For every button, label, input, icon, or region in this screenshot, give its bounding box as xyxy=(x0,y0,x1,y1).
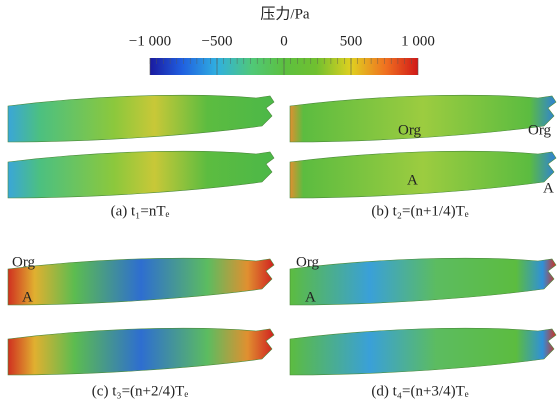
panel-label: A xyxy=(22,289,33,305)
panel-caption: (a) t₁=nTₑ xyxy=(111,203,170,219)
panel-caption: (c) t₃=(n+2/4)Tₑ xyxy=(92,383,189,399)
panel-label: Org xyxy=(296,254,320,270)
colorbar-tick-label: 500 xyxy=(340,33,363,49)
colorbar-tick-label: 1 000 xyxy=(401,33,435,49)
hull xyxy=(289,257,557,306)
colorbar-tick-label: 0 xyxy=(280,33,288,49)
panel-caption: (d) t₄=(n+3/4)Tₑ xyxy=(371,383,468,399)
hull xyxy=(7,257,275,306)
panel-label: Org xyxy=(528,122,552,138)
colorbar-tick-label: −500 xyxy=(202,33,233,49)
hull xyxy=(289,150,557,199)
panel-label: A xyxy=(305,289,316,305)
hull xyxy=(289,327,557,376)
panel-label: Org xyxy=(12,254,36,270)
hull xyxy=(7,327,275,376)
colorbar-tick-label: −1 000 xyxy=(129,33,171,49)
panel-label: A xyxy=(543,180,554,196)
panel-label: Org xyxy=(398,122,422,138)
hull xyxy=(7,150,275,199)
panel-label: A xyxy=(407,172,418,188)
panel-caption: (b) t₂=(n+1/4)Tₑ xyxy=(371,203,468,219)
hull xyxy=(7,94,275,143)
hull-renderings xyxy=(7,94,557,376)
colorbar-title: 压力/Pa xyxy=(260,5,310,22)
hull xyxy=(289,94,557,143)
